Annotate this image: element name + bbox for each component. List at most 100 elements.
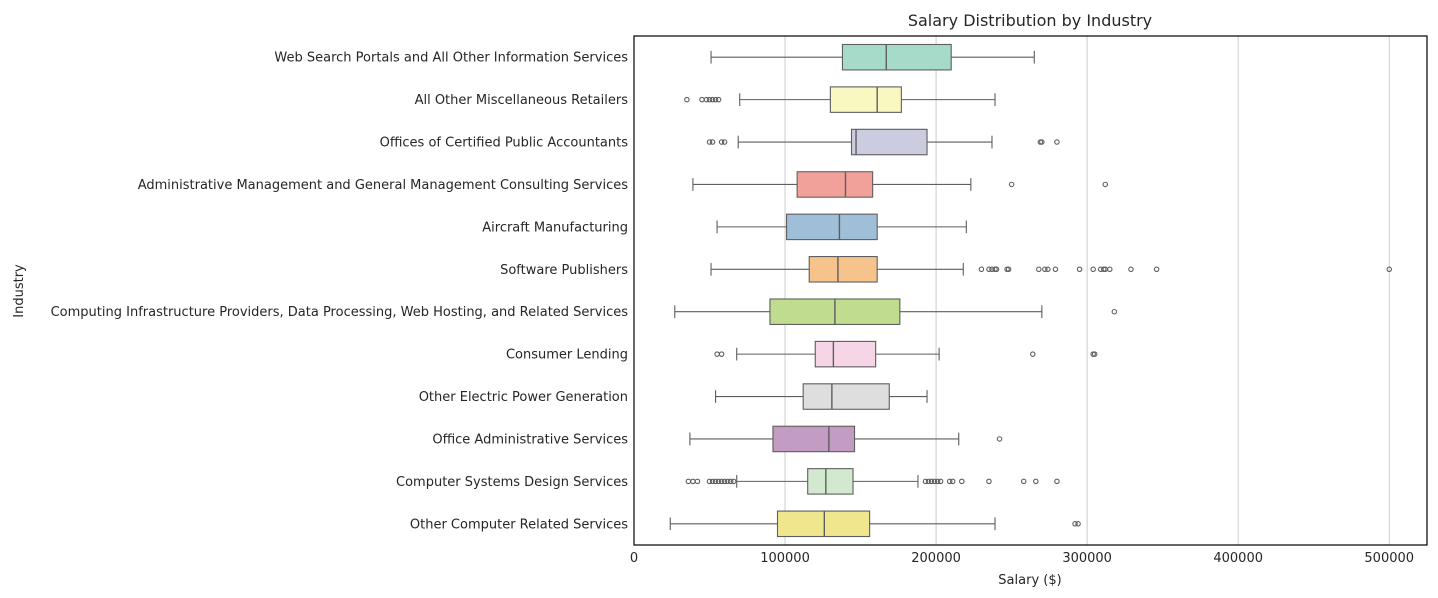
outlier-point xyxy=(934,478,941,485)
outlier-point xyxy=(712,96,719,103)
iqr-box xyxy=(802,383,890,410)
y-tick-label: Administrative Management and General Ma… xyxy=(138,178,629,193)
outlier-point xyxy=(718,351,725,357)
outlier-point xyxy=(1042,266,1048,273)
y-tick-label: Office Administrative Services xyxy=(432,432,628,447)
iqr-box xyxy=(814,340,877,368)
outlier-point xyxy=(978,266,985,273)
outlier-point xyxy=(925,478,932,485)
outlier-point xyxy=(993,266,1000,273)
outlier-point xyxy=(706,139,713,145)
boxes xyxy=(669,43,1392,538)
x-tick-label: 0 xyxy=(630,551,638,566)
iqr-box xyxy=(772,425,856,453)
box-group xyxy=(692,171,1109,198)
box-group xyxy=(689,425,1003,453)
outlier-point xyxy=(721,478,728,485)
outlier-point xyxy=(959,478,965,485)
outlier-point xyxy=(922,478,929,485)
outlier-point xyxy=(1039,139,1045,145)
outlier-point xyxy=(709,139,716,145)
iqr-box xyxy=(786,213,878,241)
outlier-point xyxy=(684,96,690,103)
outlier-point xyxy=(727,478,734,485)
outlier-point xyxy=(706,478,713,485)
outlier-point xyxy=(1005,266,1012,273)
x-tick-label: 500000 xyxy=(1364,551,1414,566)
box-group xyxy=(685,468,1060,495)
box-group xyxy=(674,298,1118,325)
outlier-point xyxy=(1075,521,1081,527)
outlier-point xyxy=(706,96,713,103)
y-axis-label: Industry xyxy=(12,264,27,318)
outlier-point xyxy=(1386,266,1392,273)
outlier-point xyxy=(1090,266,1096,273)
outlier-point xyxy=(986,266,992,273)
outlier-point xyxy=(1020,478,1027,485)
outlier-point xyxy=(1052,266,1059,273)
outlier-point xyxy=(709,96,716,103)
box-group xyxy=(716,213,967,241)
plot-background xyxy=(634,36,1427,545)
iqr-box xyxy=(796,171,874,198)
iqr-box xyxy=(841,43,952,71)
y-tick-label: Other Electric Power Generation xyxy=(419,390,628,405)
outlier-point xyxy=(724,478,731,485)
y-tick-label: Consumer Lending xyxy=(506,348,628,363)
outlier-point xyxy=(1054,139,1060,145)
outlier-point xyxy=(931,478,938,485)
outlier-point xyxy=(730,478,737,485)
iqr-box xyxy=(850,128,928,156)
box-group xyxy=(684,86,996,113)
x-tick-labels: 0 100000 200000 300000 400000 500000 xyxy=(630,551,1414,566)
outlier-point xyxy=(1054,478,1060,485)
y-tick-label: Computing Infrastructure Providers, Data… xyxy=(51,305,629,320)
box-group xyxy=(710,256,1392,283)
outlier-point xyxy=(946,478,953,485)
outlier-point xyxy=(937,478,944,485)
x-tick-label: 200000 xyxy=(911,551,961,566)
outlier-point xyxy=(1045,266,1051,273)
outlier-point xyxy=(703,96,710,103)
outlier-point xyxy=(1091,351,1098,357)
outlier-point xyxy=(949,478,956,485)
y-tick-label: Aircraft Manufacturing xyxy=(482,220,628,235)
x-tick-label: 100000 xyxy=(760,551,810,566)
outlier-point xyxy=(694,478,701,485)
outlier-point xyxy=(718,478,725,485)
outlier-point xyxy=(1036,266,1042,273)
iqr-box xyxy=(776,510,871,538)
outlier-point xyxy=(986,478,992,485)
iqr-box xyxy=(807,468,854,495)
outlier-point xyxy=(715,478,722,485)
outlier-point xyxy=(996,436,1003,442)
y-tick-labels: Web Search Portals and All Other Informa… xyxy=(51,51,629,533)
box-group xyxy=(715,383,928,410)
x-axis-label: Salary ($) xyxy=(998,573,1061,588)
iqr-box xyxy=(808,256,878,283)
outlier-point xyxy=(1128,266,1134,273)
y-tick-label: Software Publishers xyxy=(500,263,628,278)
box-group xyxy=(706,128,1060,156)
y-tick-label: All Other Miscellaneous Retailers xyxy=(415,93,629,108)
iqr-box xyxy=(829,86,902,113)
outlier-point xyxy=(1030,351,1036,357)
outlier-point xyxy=(712,478,719,485)
outlier-point xyxy=(721,139,728,145)
box-group xyxy=(710,43,1035,71)
outlier-point xyxy=(1072,521,1078,527)
x-tick-label: 300000 xyxy=(1062,551,1112,566)
outlier-point xyxy=(1153,266,1160,273)
y-tick-label: Computer Systems Design Services xyxy=(396,475,628,490)
outlier-point xyxy=(1107,266,1113,273)
outlier-point xyxy=(928,478,935,485)
box-group xyxy=(669,510,1081,538)
chart-title: Salary Distribution by Industry xyxy=(908,11,1152,30)
y-tick-label: Other Computer Related Services xyxy=(410,517,628,532)
outlier-point xyxy=(1111,308,1118,315)
outlier-point xyxy=(1102,181,1109,188)
outlier-point xyxy=(709,478,716,485)
box-group xyxy=(714,340,1098,368)
outlier-point xyxy=(715,96,722,103)
